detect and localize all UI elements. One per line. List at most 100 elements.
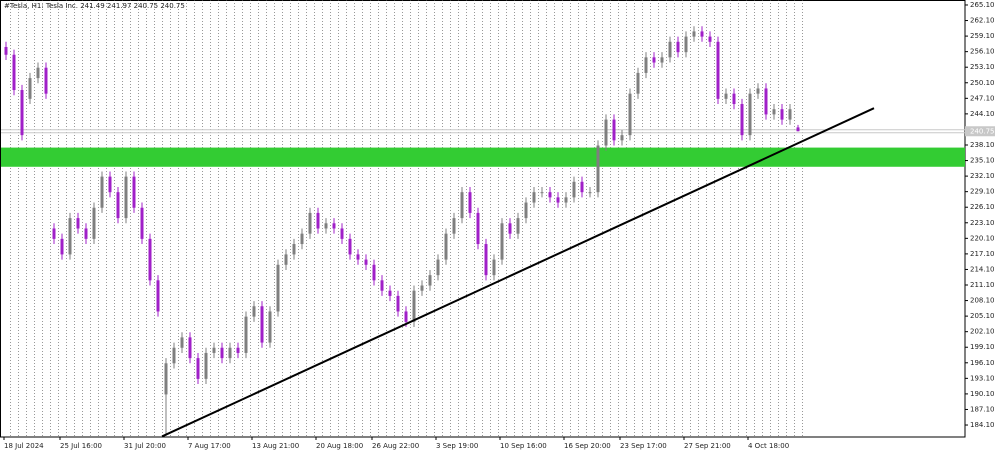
candle-body: [660, 57, 664, 63]
candle-body: [308, 212, 312, 234]
candle-body: [700, 31, 704, 37]
candle-body: [260, 306, 264, 343]
candle-body: [500, 223, 504, 260]
y-tick-label: 262.10: [970, 17, 995, 25]
candle-body: [644, 57, 648, 73]
candle-body: [372, 264, 376, 281]
candle-body: [492, 259, 496, 276]
candle-body: [780, 109, 784, 120]
candle-body: [20, 90, 24, 136]
candle-body: [28, 78, 32, 99]
candle-body: [732, 93, 736, 105]
trendline: [161, 107, 875, 438]
candle-body: [564, 197, 568, 203]
candle-body: [452, 218, 456, 234]
y-tick-label: 184.10: [970, 421, 995, 429]
candle-body: [620, 135, 624, 141]
candle-body: [772, 109, 776, 115]
candle-body: [292, 244, 296, 255]
candle-body: [364, 259, 368, 265]
candle-body: [172, 347, 176, 364]
candle-body: [412, 290, 416, 322]
candle-body: [796, 127, 800, 132]
candle-body: [604, 119, 608, 146]
candle-body: [204, 352, 208, 379]
candle-body: [340, 228, 344, 239]
candle-body: [324, 223, 328, 229]
candle-body: [44, 67, 48, 94]
candle-body: [652, 57, 656, 63]
candle-body: [84, 228, 88, 239]
y-tick-label: 244.10: [970, 110, 995, 118]
candle-body: [724, 93, 728, 99]
candle-body: [76, 218, 80, 229]
candle-body: [332, 223, 336, 229]
y-tick-label: 202.10: [970, 328, 995, 336]
chart-title: #Tesla, H1: Tesla Inc. 241.49 241.97 240…: [4, 2, 185, 10]
candle-body: [404, 311, 408, 322]
candle-body: [348, 238, 352, 255]
candle-body: [236, 347, 240, 353]
candle-body: [164, 363, 168, 395]
last-price-box: [965, 126, 995, 137]
candle-body: [196, 358, 200, 379]
candle-body: [252, 306, 256, 317]
candle-body: [116, 192, 120, 219]
candle-body: [596, 145, 600, 193]
candle-body: [460, 192, 464, 219]
y-tick-label: 187.10: [970, 405, 995, 413]
candle-body: [12, 54, 16, 91]
candle-body: [188, 337, 192, 359]
candle-body: [692, 31, 696, 37]
candle-body: [532, 192, 536, 203]
candle-body: [764, 88, 768, 115]
y-tick-label: 199.10: [970, 343, 995, 351]
candle-body: [180, 337, 184, 348]
y-tick-label: 247.10: [970, 94, 995, 102]
x-tick-label: 16 Sep 20:00: [564, 442, 611, 450]
candle-body: [788, 109, 792, 120]
candle-body: [388, 290, 392, 296]
candle-body: [740, 104, 744, 136]
y-tick-label: 226.10: [970, 203, 995, 211]
candle-body: [380, 280, 384, 291]
x-tick-label: 26 Aug 22:00: [372, 442, 419, 450]
candle-body: [276, 264, 280, 312]
candle-body: [68, 218, 72, 255]
x-tick-label: 3 Sep 19:00: [436, 442, 478, 450]
y-tick-label: 217.10: [970, 250, 995, 258]
candle-body: [716, 41, 720, 99]
candle-body: [212, 347, 216, 353]
candle-body: [156, 280, 160, 312]
y-tick-label: 211.10: [970, 281, 995, 289]
candle-body: [588, 192, 592, 194]
candle-body: [284, 254, 288, 265]
y-tick-label: 214.10: [970, 265, 995, 273]
candle-body: [484, 244, 488, 276]
candle-body: [108, 176, 112, 193]
y-tick-label: 190.10: [970, 390, 995, 398]
y-tick-label: 235.10: [970, 157, 995, 165]
y-tick-label: 229.10: [970, 188, 995, 196]
candle-body: [228, 347, 232, 359]
candle-body: [444, 233, 448, 260]
y-tick-label: 238.10: [970, 141, 995, 149]
candle-body: [508, 223, 512, 234]
candle-body: [244, 316, 248, 353]
candle-body: [540, 192, 544, 194]
candle-body: [428, 275, 432, 286]
candle-body: [628, 93, 632, 136]
y-tick-label: 232.10: [970, 172, 995, 180]
candle-body: [708, 36, 712, 42]
candle-body: [396, 295, 400, 312]
y-tick-label: 256.10: [970, 48, 995, 56]
x-tick-label: 25 Jul 16:00: [60, 442, 102, 450]
candle-body: [580, 181, 584, 193]
y-tick-label: 193.10: [970, 374, 995, 382]
x-tick-label: 13 Aug 21:00: [252, 442, 299, 450]
candle-body: [132, 176, 136, 208]
x-tick-label: 10 Sep 16:00: [500, 442, 547, 450]
candle-body: [436, 259, 440, 276]
